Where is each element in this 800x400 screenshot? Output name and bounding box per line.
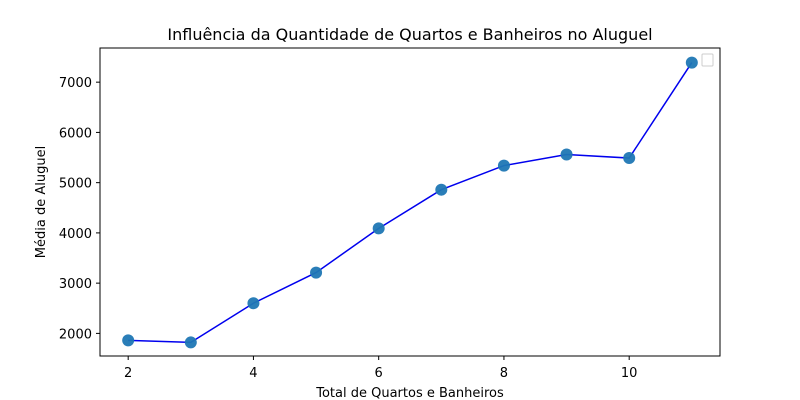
y-axis-label: Média de Aluguel [34,146,49,258]
series-line [128,62,693,344]
x-tick-label: 10 [621,366,638,381]
y-tick-label: 6000 [59,126,92,141]
y-tick-label: 7000 [59,76,92,91]
x-tick-label: 2 [124,366,132,381]
data-point [372,222,385,235]
plot-frame [99,47,721,357]
data-point [560,148,573,161]
data-point [184,336,197,349]
chart-title: Influência da Quantidade de Quartos e Ba… [167,25,652,44]
x-tick-label: 4 [249,366,257,381]
data-point [122,334,135,347]
y-axis-ticks: 2000 3000 4000 5000 6000 7000 [59,76,100,342]
data-point [310,266,323,279]
y-tick-label: 5000 [59,177,92,192]
x-axis-ticks: 2 4 6 8 10 [124,356,637,381]
data-point [623,152,636,165]
legend-box [701,53,714,67]
data-point [497,159,510,172]
data-point [247,297,260,310]
plot-area: 2000 3000 4000 5000 6000 7000 2 4 6 8 10 [59,47,721,381]
y-tick-label: 2000 [59,327,92,342]
data-point [685,56,698,69]
y-tick-label: 3000 [59,277,92,292]
x-tick-label: 6 [375,366,383,381]
data-points [122,56,698,349]
x-tick-label: 8 [500,366,508,381]
y-tick-label: 4000 [59,227,92,242]
x-axis-label: Total de Quartos e Banheiros [315,386,504,400]
data-point [435,183,448,196]
